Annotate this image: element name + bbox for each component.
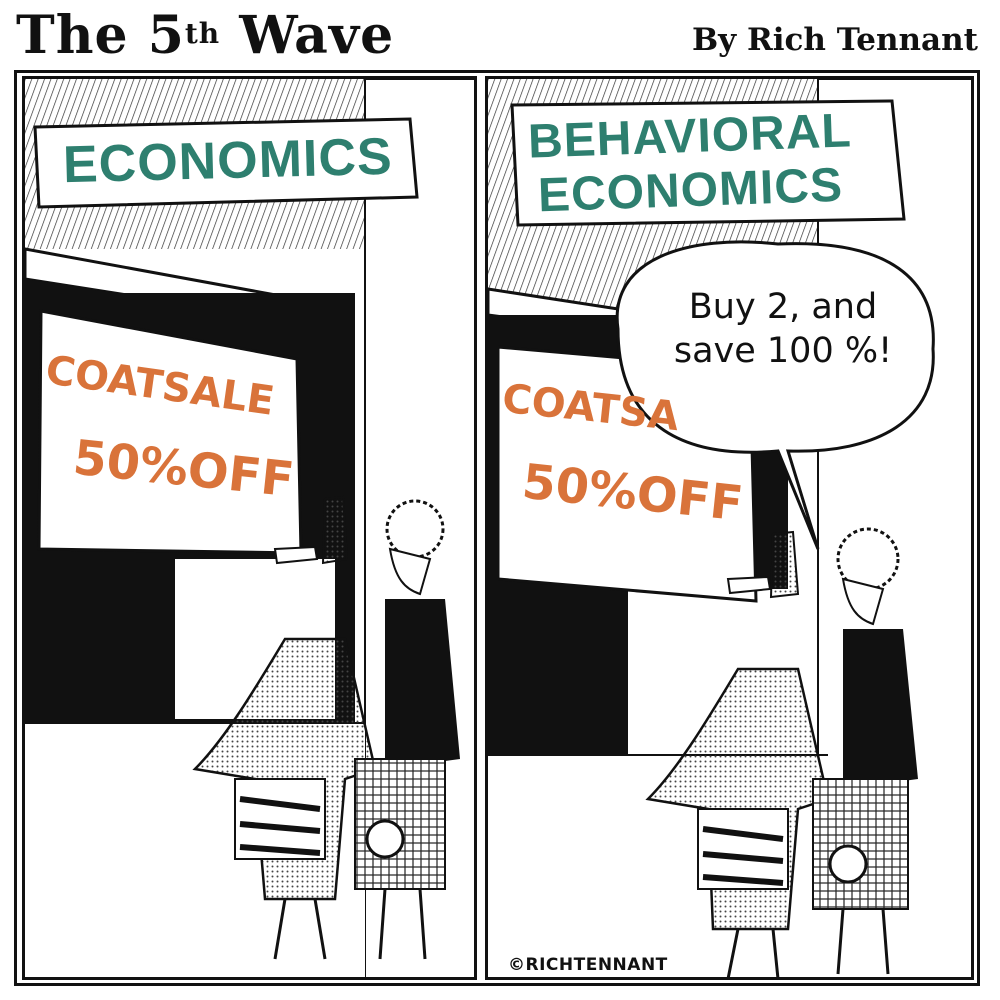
speech-bubble-line1: Buy 2, and xyxy=(688,287,878,327)
behavioral-sign-line2: ECONOMICS xyxy=(537,158,844,223)
speech-bubble-text: Buy 2, and save 100 %! xyxy=(638,285,928,373)
comic-byline: By Rich Tennant xyxy=(691,22,978,58)
comic-title-prefix: The 5 xyxy=(16,5,185,66)
woman-shopper-left xyxy=(645,530,830,977)
artist-signature: ©RICHTENNANT xyxy=(508,955,668,975)
panel-behavioral-economics: BEHAVIORAL ECONOMICS COATSA 50%OFF Buy 2… xyxy=(485,76,974,980)
economics-sign-label: ECONOMICS xyxy=(62,127,394,195)
behavioral-sign-board xyxy=(510,99,906,227)
economics-sign-board xyxy=(33,117,419,209)
comic-frame xyxy=(14,70,980,986)
speech-bubble xyxy=(615,240,935,550)
woman-shopper-right xyxy=(354,499,460,960)
panel-right-art xyxy=(488,79,971,977)
panel-left-art xyxy=(25,79,474,977)
woman-shopper-right xyxy=(812,527,918,975)
comic-title-sup: th xyxy=(184,17,221,50)
comic-title: The 5th Wave xyxy=(16,6,394,66)
comic-title-suffix: Wave xyxy=(220,5,395,66)
woman-shopper-left xyxy=(192,495,377,960)
panel-economics: ECONOMICS COATSALE 50%OFF xyxy=(22,76,477,980)
speech-bubble-line2: save 100 %! xyxy=(673,331,893,371)
